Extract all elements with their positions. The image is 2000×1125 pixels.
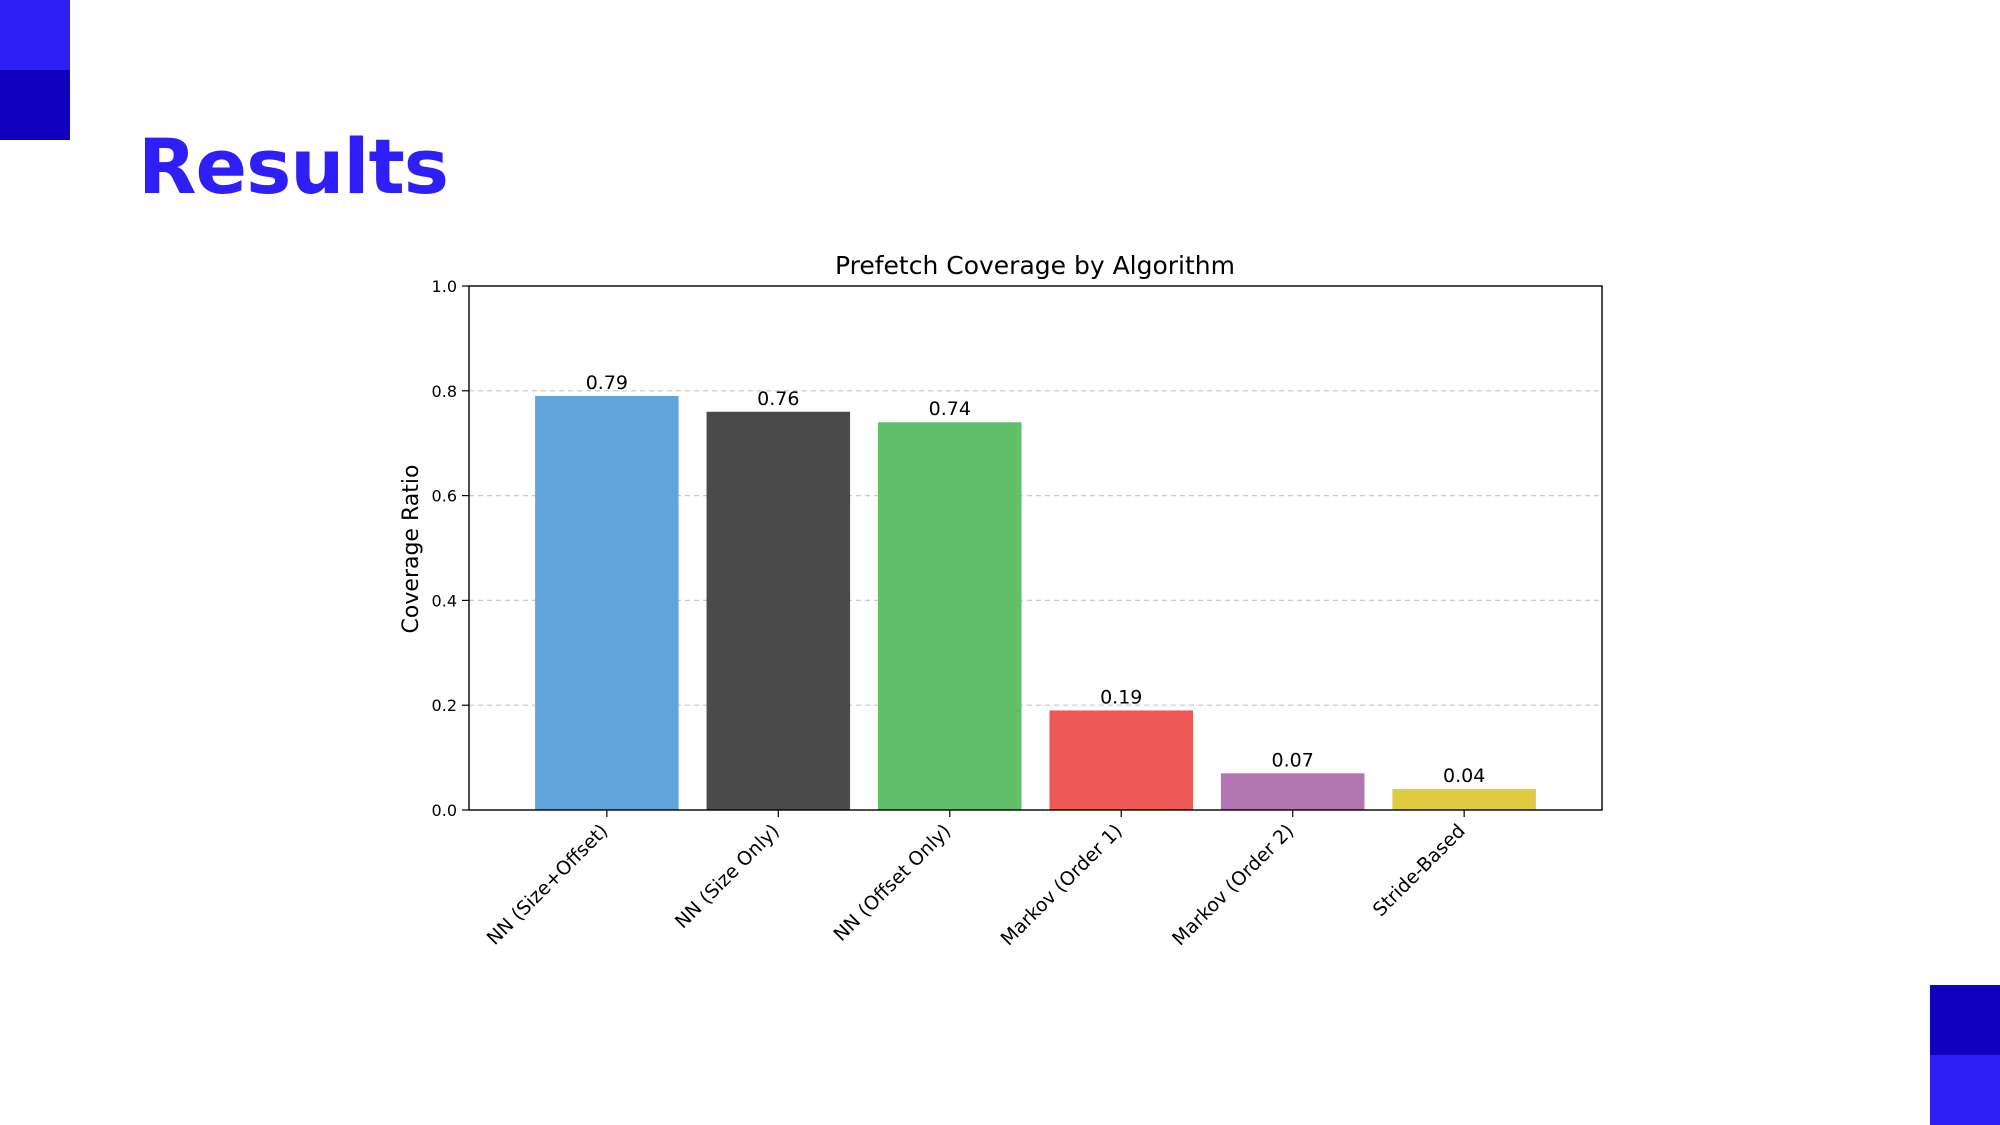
- bar: [878, 422, 1022, 810]
- x-tick-label: NN (Offset Only): [829, 820, 955, 946]
- bar: [535, 396, 679, 810]
- y-tick-label: 0.6: [432, 487, 457, 506]
- bar-value-label: 0.74: [929, 398, 971, 420]
- y-tick-label: 0.2: [432, 696, 457, 715]
- x-tick-label: Markov (Order 1): [997, 820, 1127, 950]
- bar-value-label: 0.19: [1100, 686, 1142, 708]
- plot-frame: [468, 285, 1603, 811]
- bars: 0.79 0.76 0.74 0.19 0.07 0.04: [535, 372, 1536, 810]
- y-axis-label: Coverage Ratio: [399, 465, 424, 634]
- x-tick-label: Stride-Based: [1369, 820, 1470, 921]
- chart-title: Prefetch Coverage by Algorithm: [835, 251, 1235, 280]
- bar-value-label: 0.07: [1272, 749, 1314, 771]
- bar-value-label: 0.79: [586, 372, 628, 394]
- y-tick-label: 0.4: [432, 591, 457, 610]
- y-tick-label: 1.0: [432, 277, 457, 296]
- bar: [706, 411, 851, 810]
- corner-block-top-dark: [0, 70, 70, 140]
- y-tick-label: 0.8: [432, 382, 457, 401]
- x-tick-label: Markov (Order 2): [1168, 820, 1298, 950]
- slide-title: Results: [138, 122, 449, 211]
- corner-block-bottom-light: [1930, 1055, 2000, 1125]
- bar: [1220, 773, 1365, 810]
- bar: [1049, 710, 1193, 810]
- bar: [1392, 789, 1536, 810]
- x-tick-label: NN (Size+Offset): [483, 820, 613, 950]
- corner-block-top-light: [0, 0, 70, 70]
- y-tick-label: 0.0: [432, 801, 457, 820]
- x-tick-label: NN (Size Only): [671, 820, 784, 933]
- bar-value-label: 0.76: [757, 388, 799, 410]
- corner-block-bottom-dark: [1930, 985, 2000, 1055]
- bar-value-label: 0.04: [1443, 765, 1485, 787]
